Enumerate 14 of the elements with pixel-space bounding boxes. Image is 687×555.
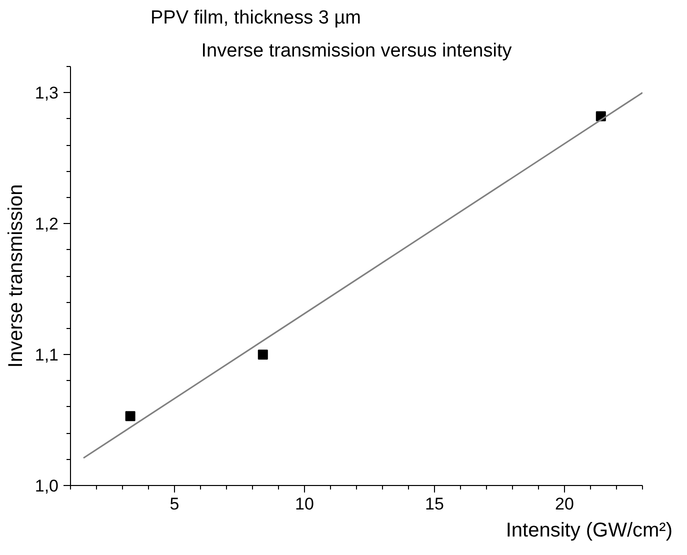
y-tick-label: 1,1 (34, 346, 59, 365)
point (258, 350, 268, 360)
x-tick-label: 20 (555, 494, 574, 514)
y-tick-label: 1,2 (34, 214, 59, 234)
x-axis-title: Intensity (GW/cm²) (506, 520, 672, 542)
x-tick-label: 5 (170, 494, 180, 514)
y-tick-label: 1,3 (34, 84, 59, 103)
y-axis-title: Inverse transmission (4, 184, 27, 368)
x-tick-label: 15 (425, 494, 444, 514)
x-tick-label: 10 (295, 494, 314, 514)
point (125, 411, 136, 422)
chart-title: PPV film, thickness 3 µm (150, 8, 362, 28)
y-tick-label: 1,0 (34, 476, 59, 496)
chart-subtitle: Inverse transmission versus intensity (201, 40, 512, 62)
